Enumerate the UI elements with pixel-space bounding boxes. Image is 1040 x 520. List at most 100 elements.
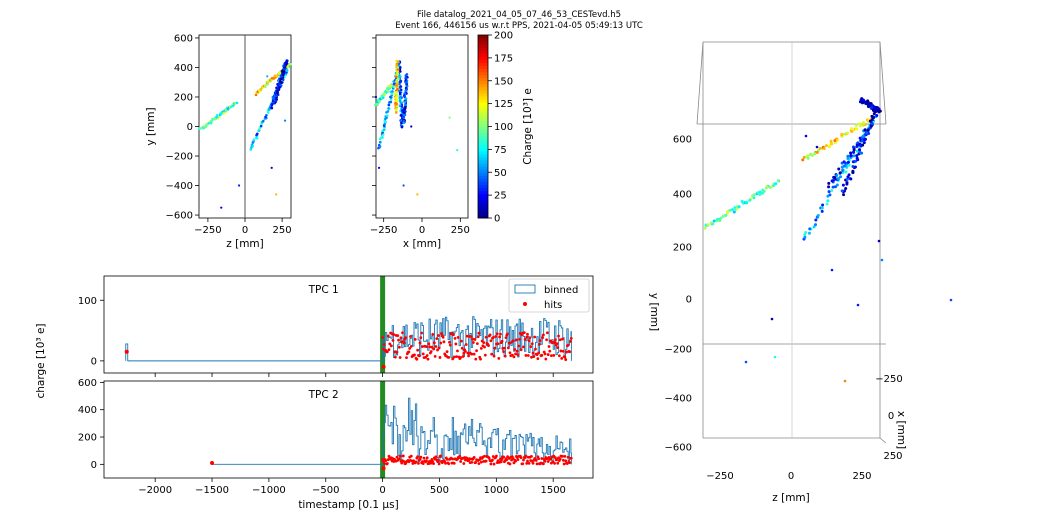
track-hit-point xyxy=(748,198,752,202)
hit-point xyxy=(461,355,465,358)
colorbar-segment xyxy=(478,135,488,140)
hit-point xyxy=(459,356,463,359)
track-hit-point xyxy=(278,82,281,86)
track-hit-point xyxy=(266,83,270,86)
hit-point xyxy=(475,349,478,353)
hit-point xyxy=(542,333,545,337)
hit-point xyxy=(397,338,400,342)
track-hit-point xyxy=(403,95,406,99)
track-hit-point xyxy=(807,231,811,235)
colorbar-segment xyxy=(478,86,488,91)
hit-point xyxy=(462,462,466,465)
isolated-hit-point xyxy=(220,206,223,209)
track-hit-point xyxy=(846,131,850,135)
hit-point xyxy=(382,462,386,465)
track-hit-point xyxy=(827,181,831,185)
y-tick-label: 400 xyxy=(174,63,193,74)
hit-point xyxy=(535,462,539,466)
hit-point xyxy=(434,455,438,459)
hit-point xyxy=(531,461,535,465)
track-hit-point xyxy=(841,168,845,172)
hit-point xyxy=(563,355,567,359)
track-hit-point xyxy=(390,92,394,96)
hit-point xyxy=(466,351,470,355)
colorbar-segment xyxy=(478,211,488,216)
y-tick-label: 200 xyxy=(78,433,97,444)
x-tick-label: 250 xyxy=(273,225,292,236)
hit-point xyxy=(533,335,537,339)
y-tick-label: 600 xyxy=(673,135,692,146)
hit-point xyxy=(496,342,500,346)
hit-point xyxy=(524,354,528,357)
track-hit-point xyxy=(758,190,762,194)
colorbar-segment xyxy=(478,68,488,73)
track-hit-point xyxy=(846,160,850,164)
hit-point xyxy=(389,344,393,348)
hit-point xyxy=(465,456,469,460)
colorbar-segment xyxy=(478,50,488,54)
track-hit-point xyxy=(711,222,715,226)
track-hit-point xyxy=(858,124,862,128)
hit-point xyxy=(498,335,502,339)
track-hit-point xyxy=(397,60,400,64)
hit-point xyxy=(445,350,449,354)
hit-point xyxy=(392,333,396,336)
hit-point xyxy=(511,339,515,343)
x-tick-label: 250 xyxy=(883,451,902,462)
hit-point xyxy=(397,345,401,349)
track-hit-point xyxy=(866,128,870,132)
hit-point xyxy=(441,335,445,339)
y-tick-label: −200 xyxy=(166,152,193,163)
track-hit-point xyxy=(400,119,403,122)
x-tick-label: 0 xyxy=(888,411,894,422)
hit-point xyxy=(537,351,541,355)
y-tick-label: −600 xyxy=(166,211,193,222)
hit-point xyxy=(519,456,523,460)
hit-point xyxy=(540,457,544,460)
hit-point xyxy=(477,462,481,466)
track-hit-point xyxy=(394,111,398,114)
colorbar-segment xyxy=(478,172,488,176)
hit-point xyxy=(470,460,474,464)
hit-point xyxy=(398,454,402,458)
track-hit-point xyxy=(845,177,849,181)
track-hit-point xyxy=(758,192,762,196)
hit-point xyxy=(425,456,429,460)
colorbar-tick-label: 50 xyxy=(494,168,507,179)
z-tick-label: 250 xyxy=(852,471,871,482)
hit-point xyxy=(435,337,439,341)
hit-point xyxy=(445,457,449,461)
track-hit-point xyxy=(847,173,851,177)
track-hit-point xyxy=(389,100,393,104)
track-hit-point xyxy=(858,148,862,152)
track-hit-point xyxy=(398,89,401,93)
hit-point xyxy=(418,458,422,461)
hit-point xyxy=(543,352,547,356)
hit-point xyxy=(470,352,474,356)
track-hit-point xyxy=(872,105,876,109)
tpc2-timeseries-axes: TPC 2 0 200 400 600 −2000 −1500 −1000 −500 0 500 10… xyxy=(35,323,594,511)
x-tick-label: 250 xyxy=(451,225,470,236)
track-hit-point xyxy=(396,70,399,74)
hit-point xyxy=(530,342,534,346)
colorbar-segment xyxy=(478,71,488,76)
hit-point xyxy=(434,345,438,348)
y-tick-label: 200 xyxy=(673,243,692,254)
y-tick-label: 0 xyxy=(91,460,97,471)
hit-point xyxy=(516,353,520,357)
colorbar-segment xyxy=(478,169,488,173)
colorbar-segment xyxy=(478,77,488,82)
track-hit-point xyxy=(845,181,849,185)
track-hit-point xyxy=(841,170,845,174)
z-tick-label: 0 xyxy=(788,471,794,482)
colorbar-segment xyxy=(478,184,488,188)
track-hit-point xyxy=(254,93,258,97)
colorbar-tick-label: 150 xyxy=(494,76,513,87)
hit-point xyxy=(534,347,537,351)
isolated-hit-point xyxy=(283,119,287,122)
track-hit-point xyxy=(859,144,863,148)
track-hit-point xyxy=(820,206,824,210)
hit-point xyxy=(452,333,455,337)
track-hit-point xyxy=(383,119,386,123)
trigger-marker xyxy=(380,381,386,478)
